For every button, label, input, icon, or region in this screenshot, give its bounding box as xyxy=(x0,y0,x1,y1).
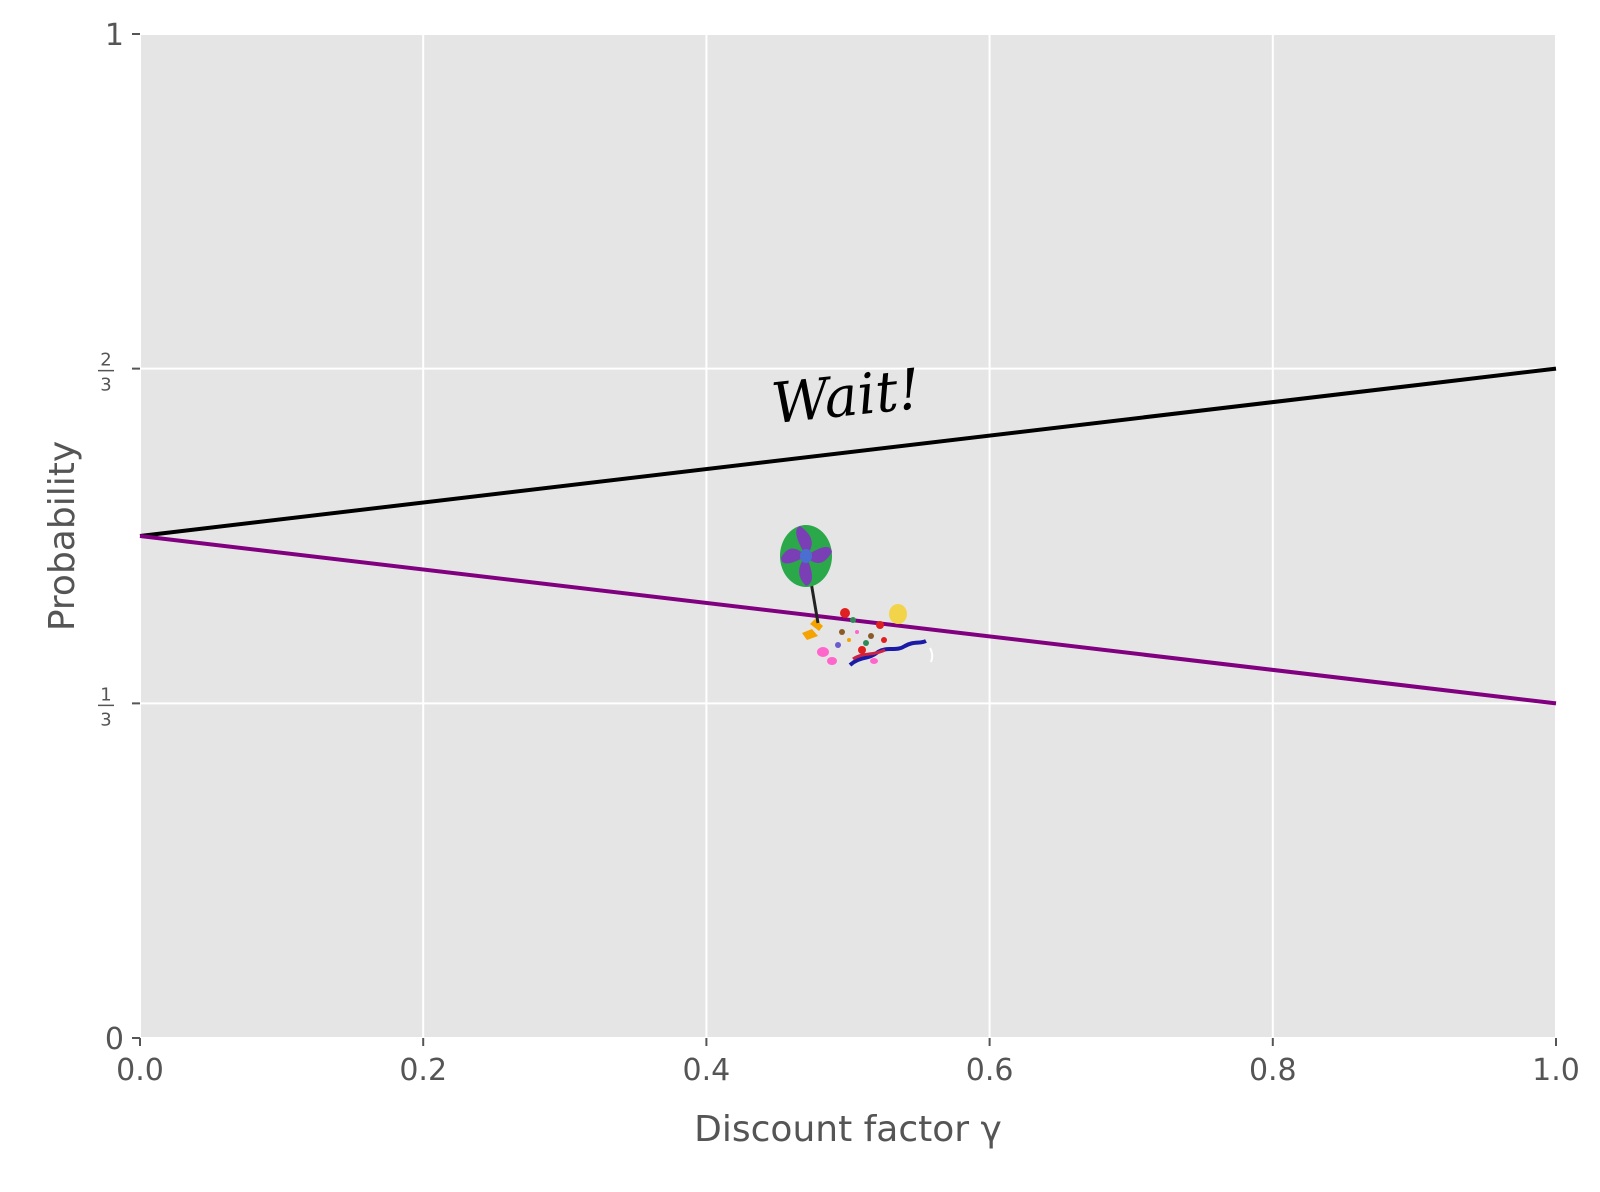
y-tick-label: 23 xyxy=(98,350,114,396)
y-tick-numerator: 1 xyxy=(100,684,111,705)
candy-pile-icon xyxy=(802,604,934,667)
x-tick-label: 0.2 xyxy=(399,1053,447,1088)
series-line-1 xyxy=(139,366,1557,538)
lollipop-icon xyxy=(780,525,832,624)
y-tick-label: 1 xyxy=(105,18,124,53)
y-axis-label: Probability xyxy=(42,441,83,631)
series-group xyxy=(139,366,1557,706)
x-tick-label: 0.6 xyxy=(966,1053,1014,1088)
y-tick-label: 13 xyxy=(98,684,114,730)
annotation-text: Wait! xyxy=(769,357,924,437)
annotations-group: Wait! xyxy=(769,357,924,437)
y-tick-denominator: 3 xyxy=(100,709,111,730)
y-tick-numerator: 2 xyxy=(100,350,111,371)
y-tick-denominator: 3 xyxy=(100,375,111,396)
y-tick-label: 0 xyxy=(105,1022,124,1057)
series-line-2 xyxy=(139,534,1557,706)
x-axis-label: Discount factor γ xyxy=(694,1109,1002,1150)
x-tick-label: 0.8 xyxy=(1249,1053,1297,1088)
x-tick-label: 0.4 xyxy=(683,1053,731,1088)
plot-background xyxy=(140,34,1556,1038)
x-tick-label: 0.0 xyxy=(116,1053,164,1088)
grid xyxy=(139,33,1557,1039)
x-tick-label: 1.0 xyxy=(1532,1053,1580,1088)
